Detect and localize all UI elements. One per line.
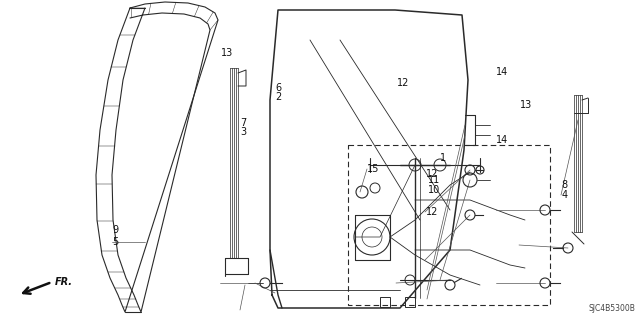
Text: 10: 10 [428, 185, 440, 195]
Text: 13: 13 [221, 48, 233, 58]
Text: FR.: FR. [55, 277, 73, 287]
Text: 12: 12 [397, 78, 409, 88]
Text: 4: 4 [561, 189, 568, 200]
Text: 5: 5 [112, 237, 118, 248]
Text: 1: 1 [440, 153, 447, 163]
Bar [405, 297, 415, 307]
Text: 7: 7 [240, 118, 246, 128]
Text: 6: 6 [275, 83, 282, 93]
Text: 9: 9 [112, 225, 118, 235]
Bar [380, 297, 390, 307]
Text: 3: 3 [240, 127, 246, 137]
Text: 11: 11 [428, 175, 440, 185]
Text: SJC4B5300B: SJC4B5300B [588, 304, 635, 313]
Text: 2: 2 [275, 92, 282, 102]
Text: 12: 12 [426, 207, 438, 217]
Text: 12: 12 [426, 169, 438, 179]
Text: 15: 15 [367, 164, 380, 174]
Text: 14: 14 [496, 135, 508, 145]
Text: 13: 13 [520, 100, 532, 110]
Text: 14: 14 [496, 67, 508, 77]
Text: 8: 8 [561, 180, 568, 190]
